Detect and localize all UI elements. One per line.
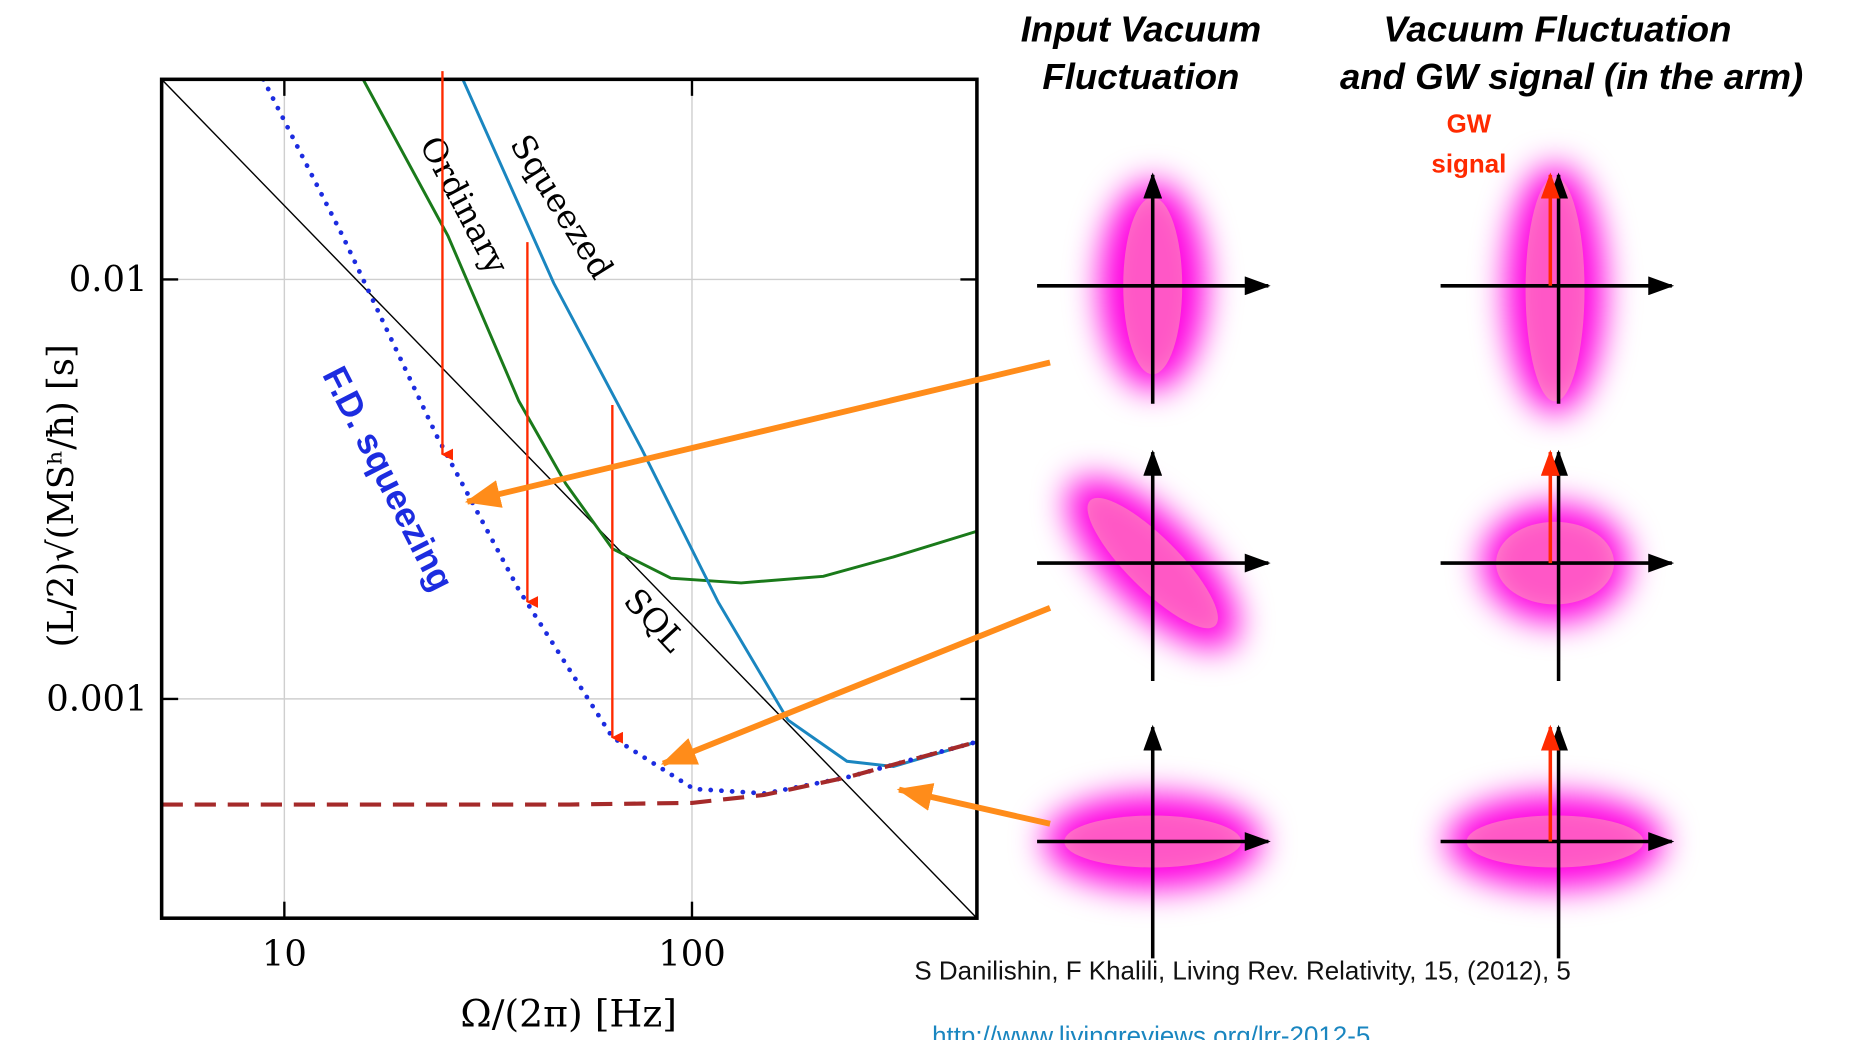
signal-label: GW [1447,110,1492,138]
series-line [361,79,977,585]
x-axis-label: Ω/(2π) [Hz] [460,992,677,1036]
reduction-arrows [441,71,623,744]
series-line [161,739,977,807]
y-tick-label: 0.01 [69,259,148,300]
plot-frame [159,77,979,920]
phase-diagrams: Input Vacuum Fluctuation Vacuum Fluctuat… [464,9,1803,959]
column-title: Fluctuation [1042,56,1239,97]
phase-axes [1037,172,1675,959]
column-title: Vacuum Fluctuation [1383,9,1731,50]
ellipse-cores [1064,177,1644,868]
pointer-arrows [464,359,1052,827]
x-tick-label: 10 [262,933,307,974]
y-axis-label: (L/2)√(MSʰ/ħ) [s] [41,344,82,647]
x-tick-label: 100 [658,933,726,974]
citation-url[interactable]: http://www.livingreviews.org/lrr-2012-5 [932,1022,1370,1040]
column-title: and GW signal (in the arm) [1340,56,1803,97]
y-tick-label: 0.001 [46,679,147,720]
citation: S Danilishin, F Khalili, Living Rev. Rel… [914,958,1570,986]
column-title: Input Vacuum [1021,9,1261,50]
signal-label: signal [1431,151,1506,179]
